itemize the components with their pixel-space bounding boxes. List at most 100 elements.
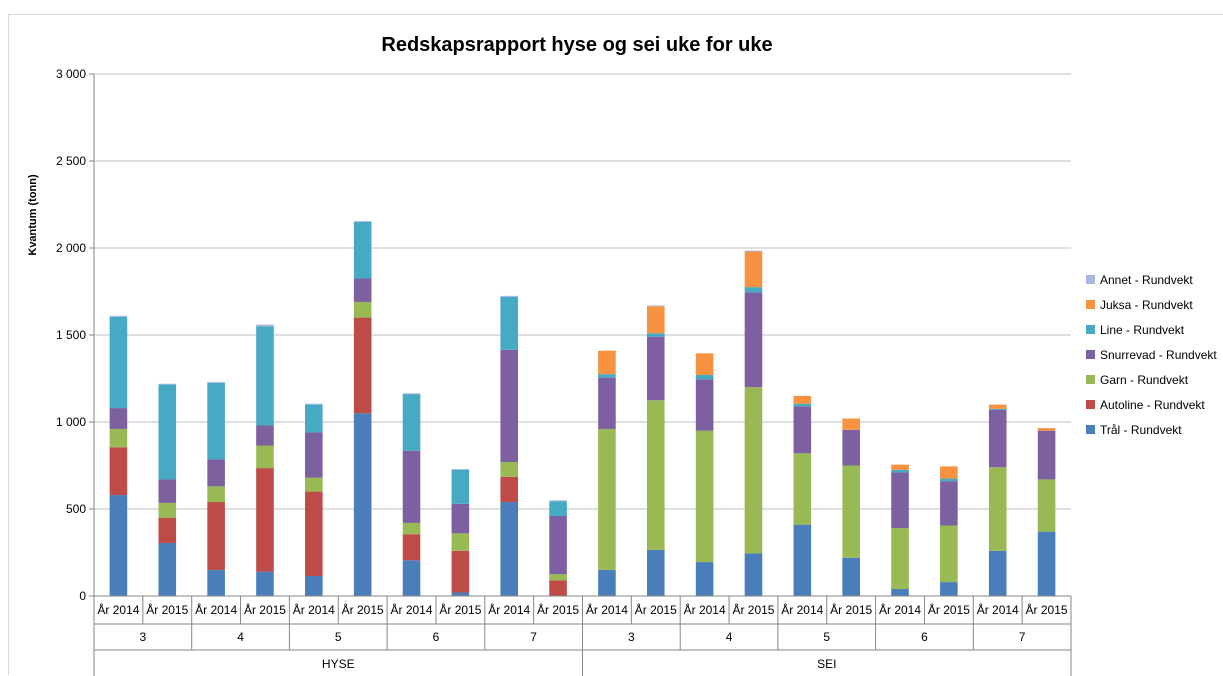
week-label: 6	[433, 630, 440, 644]
bar-segment	[500, 476, 519, 503]
bar-segment	[988, 550, 1007, 596]
bar-segment	[940, 582, 958, 596]
bar-segment	[891, 589, 909, 596]
bar-segment	[695, 562, 714, 596]
y-tick-label: 2 000	[56, 241, 86, 255]
bar-segment	[744, 387, 763, 554]
x-tick-label: År 2015	[439, 602, 481, 617]
bar-segment	[158, 517, 177, 543]
x-tick-label: År 2014	[781, 602, 823, 617]
group-label: HYSE	[322, 657, 355, 671]
bar-segment	[451, 468, 470, 470]
bar-segment	[598, 350, 616, 375]
bar-segment	[256, 445, 274, 469]
y-axis-label: Kvantum (tonn)	[27, 174, 39, 256]
bar-segment	[988, 408, 1007, 410]
bar-segment	[500, 502, 519, 596]
bar-segment	[793, 395, 812, 404]
bar-segment	[1037, 531, 1056, 596]
bar-segment	[402, 560, 421, 596]
bar-segment	[598, 569, 616, 596]
bar-segment	[158, 384, 177, 480]
week-label: 4	[237, 630, 244, 644]
bar-segment	[549, 580, 567, 596]
bar-segment	[646, 336, 665, 401]
bar-segment	[353, 413, 372, 596]
bar-segment	[305, 477, 323, 492]
y-tick-label: 500	[66, 502, 86, 516]
week-label: 3	[140, 630, 147, 644]
legend-swatch	[1086, 300, 1095, 309]
legend-swatch	[1086, 400, 1095, 409]
bar-segment	[598, 377, 616, 429]
bar-segment	[744, 251, 763, 288]
bar-segment	[207, 382, 225, 460]
x-tick-label: År 2014	[97, 602, 139, 617]
bar-segment	[940, 478, 958, 482]
bar-segment	[353, 301, 372, 318]
chart-area: Redskapsrapport hyse og sei uke for uke K…	[8, 14, 1223, 676]
bar-segment	[451, 592, 470, 596]
legend-swatch	[1086, 325, 1095, 334]
bar-segment	[891, 472, 909, 529]
bar-segment	[549, 500, 567, 502]
week-label: 7	[530, 630, 537, 644]
legend-swatch	[1086, 350, 1095, 359]
x-tick-label: År 2014	[391, 602, 433, 617]
bar-segment	[744, 553, 763, 596]
y-tick-label: 0	[79, 589, 86, 603]
bar-segment	[305, 403, 323, 405]
bar-segment	[695, 379, 714, 431]
bar-segment	[549, 501, 567, 516]
bar-segment	[940, 481, 958, 526]
bar-segment	[158, 542, 177, 596]
bar-segment	[940, 466, 958, 479]
legend-entry: Snurrevad - Rundvekt	[1100, 348, 1217, 362]
bar-segment	[500, 295, 519, 297]
bar-segment	[305, 575, 323, 596]
bar-segment	[1037, 428, 1056, 431]
bar-segment	[744, 250, 763, 252]
legend-entry: Line - Rundvekt	[1100, 323, 1185, 337]
bar-segment	[207, 459, 225, 487]
bar-segment	[891, 464, 909, 470]
bar-segment	[402, 450, 421, 523]
week-label: 7	[1019, 630, 1026, 644]
week-label: 5	[823, 630, 830, 644]
legend-entry: Garn - Rundvekt	[1100, 373, 1189, 387]
bar-segment	[402, 393, 421, 395]
bar-segment	[891, 528, 909, 590]
bar-segment	[109, 316, 128, 409]
bar-segment	[353, 221, 372, 279]
legend-swatch	[1086, 375, 1095, 384]
x-tick-label: År 2015	[1026, 602, 1068, 617]
bar-segment	[598, 428, 616, 570]
legend-entry: Trål - Rundvekt	[1100, 423, 1182, 437]
bar-segment	[402, 522, 421, 535]
bar-segment	[500, 349, 519, 463]
bar-segment	[158, 502, 177, 518]
x-tick-label: År 2014	[879, 602, 921, 617]
bar-segment	[109, 495, 128, 596]
y-tick-label: 2 500	[56, 154, 86, 168]
bar-segment	[305, 432, 323, 478]
bar-segment	[500, 462, 519, 477]
bar-segment	[353, 278, 372, 302]
bar-segment	[988, 409, 1007, 468]
bar-segment	[256, 425, 274, 446]
bar-segment	[109, 408, 128, 429]
x-tick-label: År 2014	[586, 602, 628, 617]
bar-segment	[353, 221, 372, 222]
week-label: 4	[726, 630, 733, 644]
bar-segment	[695, 375, 714, 380]
bar-segment	[842, 465, 860, 558]
bar-segment	[451, 533, 470, 551]
bar-segment	[1037, 430, 1056, 480]
bar-segment	[256, 324, 274, 327]
week-label: 6	[921, 630, 928, 644]
bar-segment	[353, 317, 372, 414]
x-tick-label: År 2015	[928, 602, 970, 617]
x-tick-label: År 2014	[977, 602, 1019, 617]
bar-segment	[451, 469, 470, 504]
bar-segment	[646, 400, 665, 550]
